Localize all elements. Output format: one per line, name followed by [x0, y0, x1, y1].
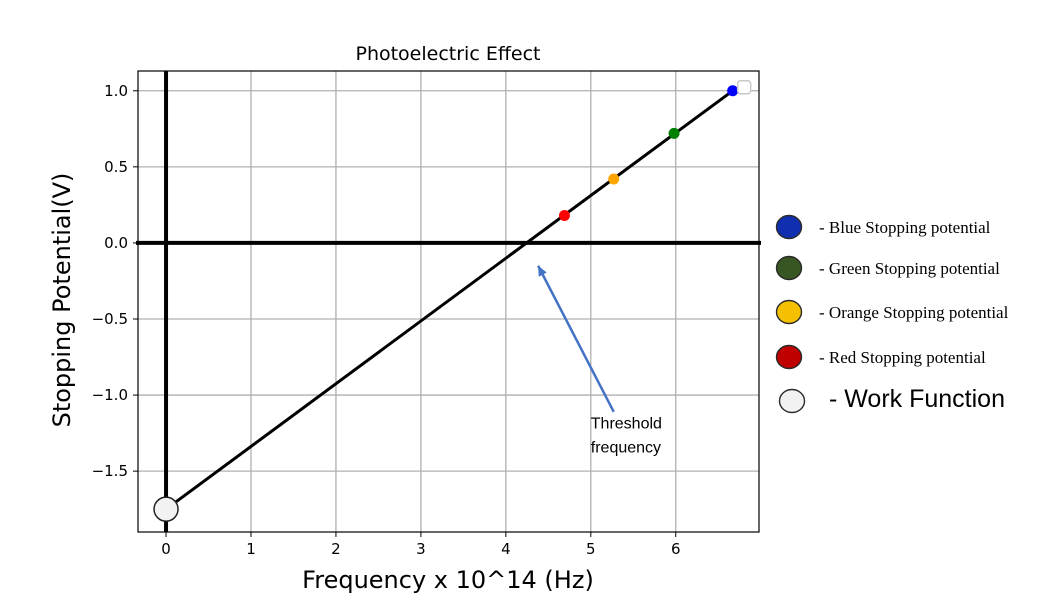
legend-swatch — [775, 299, 803, 325]
x-tick-label: 4 — [501, 540, 511, 558]
tick-labels: 0 1 2 3 4 5 6 1.0 0.5 0.0 −0.5 −1.0 −1.5 — [92, 82, 681, 558]
threshold-annotation-line: Threshold — [591, 416, 662, 433]
y-tick-label: −0.5 — [92, 310, 128, 328]
x-tick-label: 2 — [331, 540, 341, 558]
y-tick-label: −1.5 — [92, 462, 128, 480]
x-tick-label: 3 — [416, 540, 426, 558]
legend: - Blue Stopping potential - Green Stoppin… — [775, 214, 1009, 414]
x-tick-label: 5 — [586, 540, 596, 558]
axes — [136, 70, 761, 533]
chart-title: Photoelectric Effect — [355, 43, 540, 65]
y-tick-label: 0.5 — [104, 158, 128, 176]
y-tick-label: 1.0 — [104, 82, 128, 100]
annotation: Threshold frequency — [537, 265, 662, 457]
threshold-arrow — [537, 265, 615, 413]
x-axis-label: Frequency x 10^14 (Hz) — [302, 566, 594, 594]
legend-label: - Work Function — [829, 385, 1005, 413]
threshold-annotation-line: frequency — [591, 440, 661, 457]
fit-line — [165, 89, 734, 511]
x-tick-label: 1 — [246, 540, 256, 558]
legend-label: - Blue Stopping potential — [819, 218, 991, 237]
legend-label: - Green Stopping potential — [819, 259, 1000, 278]
data-series — [153, 80, 752, 522]
work-function-point — [153, 496, 179, 522]
data-point — [558, 210, 570, 222]
end-marker — [736, 80, 752, 95]
legend-swatch — [775, 344, 803, 370]
legend-swatch — [775, 214, 803, 240]
y-tick-label: −1.0 — [92, 386, 128, 404]
legend-label: - Red Stopping potential — [819, 348, 986, 367]
data-point — [608, 173, 620, 185]
legend-swatch — [778, 388, 806, 414]
data-point — [727, 85, 739, 97]
y-tick-label: 0.0 — [104, 234, 128, 252]
plot-frame — [137, 70, 760, 533]
y-axis-label: Stopping Potential(V) — [48, 173, 76, 428]
x-tick-label: 0 — [161, 540, 171, 558]
arrow-head-icon — [538, 265, 547, 277]
x-tick-label: 6 — [671, 540, 681, 558]
legend-swatch — [775, 255, 803, 281]
data-point — [668, 127, 680, 139]
legend-label: - Orange Stopping potential — [819, 303, 1009, 322]
